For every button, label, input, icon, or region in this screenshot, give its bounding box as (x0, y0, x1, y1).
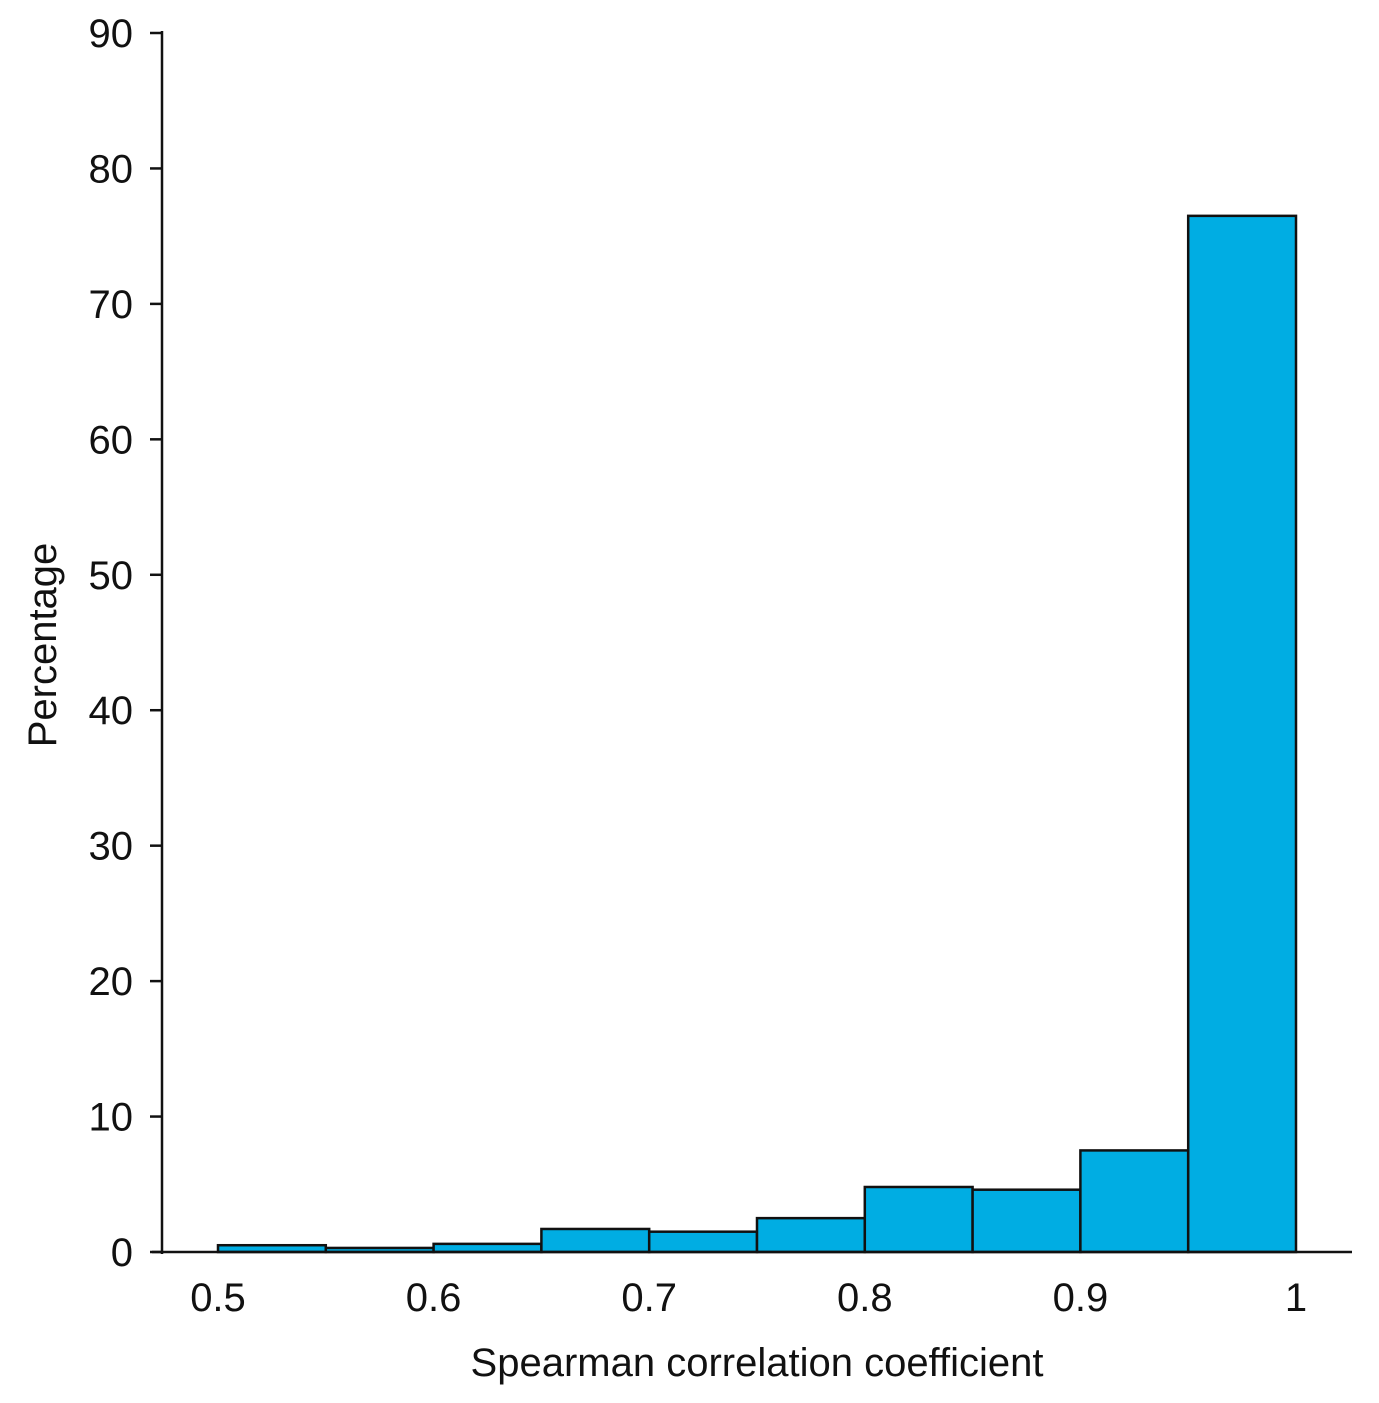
x-tick-label: 0.7 (621, 1276, 677, 1320)
x-axis-title: Spearman correlation coefficient (471, 1341, 1044, 1385)
y-tick-label: 90 (89, 12, 134, 56)
y-tick-label: 60 (89, 418, 134, 462)
axes-group (152, 31, 1352, 1254)
x-tick-label: 0.5 (190, 1276, 246, 1320)
y-tick-label: 10 (89, 1096, 134, 1140)
x-ticks-group: 0.5 0.6 0.7 0.8 0.9 1 (190, 1276, 1307, 1320)
y-tick-label: 70 (89, 283, 134, 327)
bars-group (216, 214, 1298, 1254)
x-tick-label: 0.9 (1053, 1276, 1109, 1320)
y-tick-label: 40 (89, 689, 134, 733)
y-tick-label: 80 (89, 147, 134, 191)
y-tick-label: 50 (89, 554, 134, 598)
histogram-bar-7 (971, 1188, 1082, 1254)
x-tick-label: 1 (1285, 1276, 1307, 1320)
histogram-bar-5 (755, 1216, 867, 1254)
histogram-bar-4 (647, 1230, 759, 1254)
histogram-bar-8 (1079, 1149, 1190, 1254)
histogram-bar-3 (540, 1227, 651, 1254)
histogram-bar-6 (863, 1185, 974, 1254)
y-tick-label: 0 (111, 1231, 133, 1275)
y-axis-title: Percentage (21, 543, 65, 748)
x-tick-label: 0.6 (406, 1276, 462, 1320)
y-tick-label: 20 (89, 960, 134, 1004)
y-tick-label: 30 (89, 825, 134, 869)
histogram-bar-9 (1186, 214, 1298, 1254)
y-ticks-group: 0 10 20 30 40 50 60 70 80 90 (89, 12, 162, 1275)
x-tick-label: 0.8 (837, 1276, 893, 1320)
